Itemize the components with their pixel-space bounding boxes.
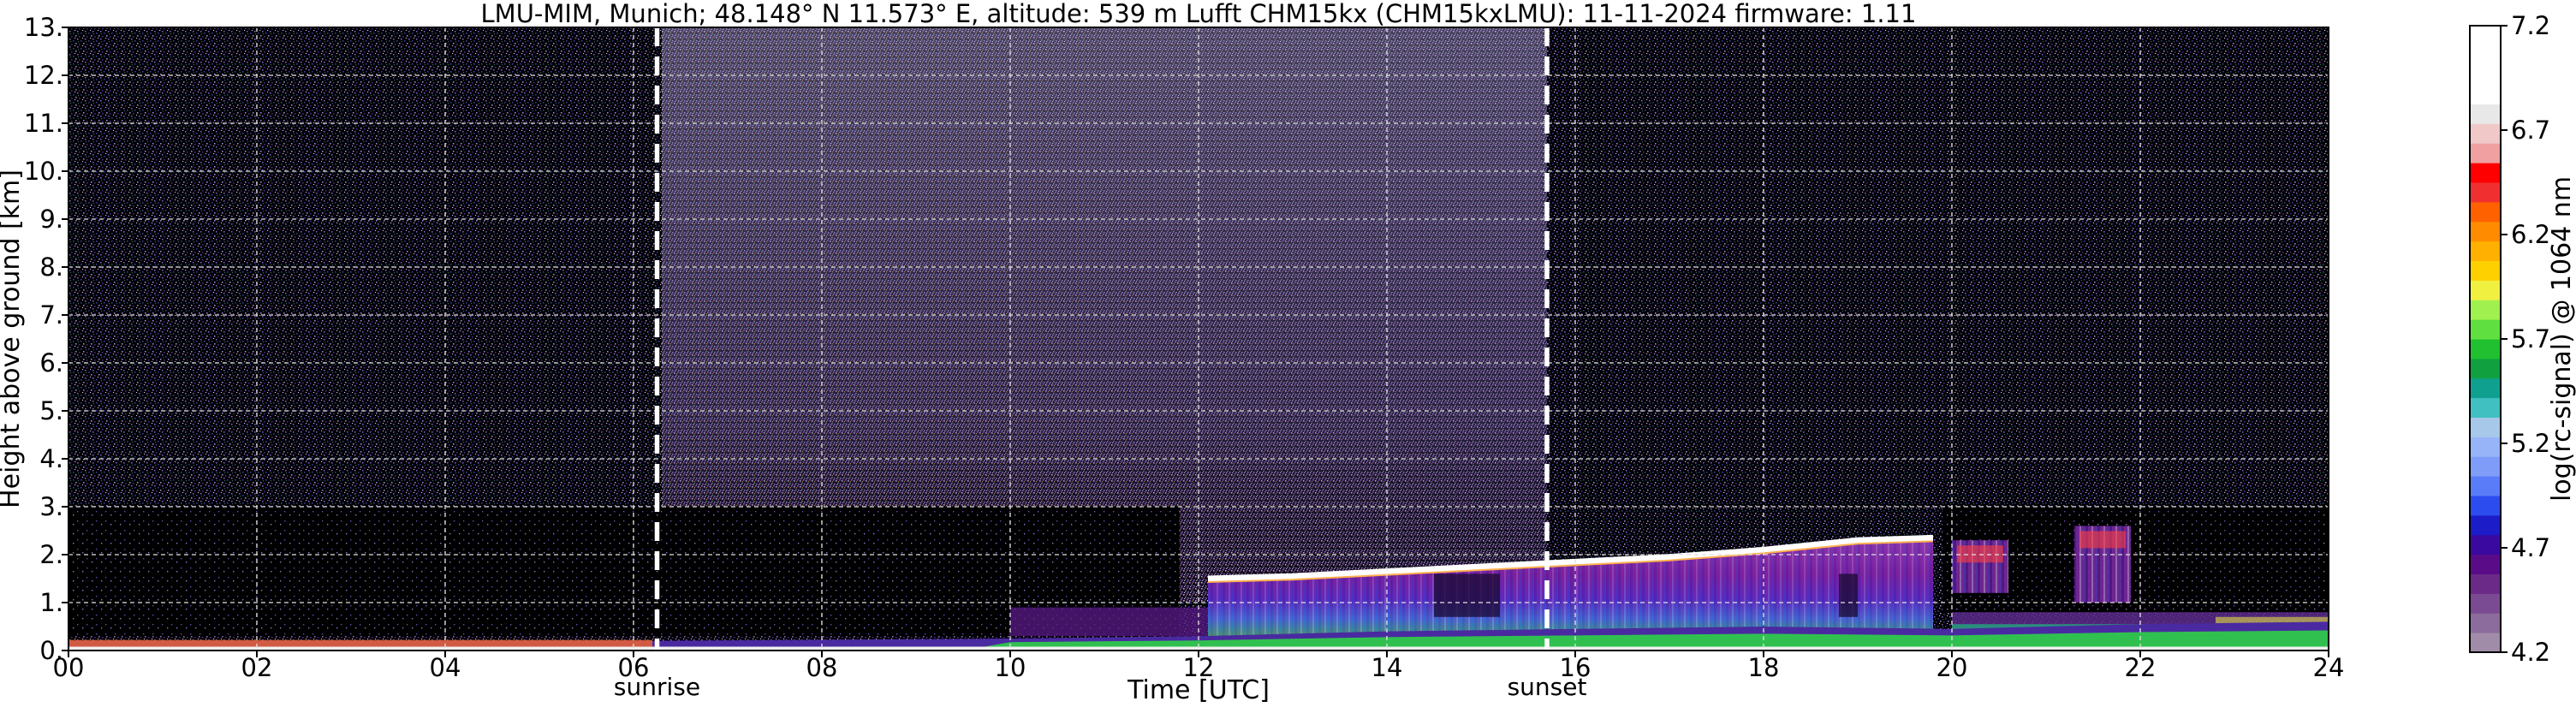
region-low-noise-night [68, 507, 1180, 637]
colorbar-swatch-28 [2470, 104, 2501, 124]
colorbar-swatch-8 [2470, 496, 2501, 516]
colorbar-swatch-4 [2470, 573, 2501, 594]
x-tick-label-06: 06 [618, 653, 650, 682]
x-tick-label-04: 04 [430, 653, 461, 682]
y-axis-label: Height above ground [km] [0, 169, 26, 508]
x-tick-label-00: 00 [53, 653, 85, 682]
x-tick-label-10: 10 [995, 653, 1026, 682]
sunset-label: sunset [1508, 673, 1587, 701]
cloud-base-line-edge [1207, 540, 1934, 583]
colorbar-swatch-23 [2470, 201, 2501, 223]
x-axis-label: Time [UTC] [1127, 675, 1270, 705]
x-tick-label-22: 22 [2125, 653, 2157, 682]
x-tick-label-20: 20 [1936, 653, 1968, 682]
colorbar-swatch-5 [2470, 554, 2501, 574]
y-tick-label-9: 9. [39, 205, 63, 234]
y-tick-label-1: 1. [39, 588, 63, 617]
colorbar-label: log(rc-signal) @ 1064 nm [2547, 176, 2576, 502]
x-tick-label-18: 18 [1748, 653, 1780, 682]
colorbar-tick-label-7.2: 7.2 [2511, 11, 2550, 40]
colorbar-swatch-11 [2470, 437, 2501, 457]
y-tick-label-5: 5. [39, 396, 63, 425]
colorbar-tick-label-5.2: 5.2 [2511, 429, 2550, 458]
y-tick-label-8: 8. [39, 253, 63, 282]
y-tick-label-11: 11. [24, 109, 63, 138]
chart-title: LMU-MIM, Munich; 48.148° N 11.573° E, al… [481, 0, 1917, 28]
colorbar-swatch-21 [2470, 241, 2501, 261]
colorbar-swatch-27 [2470, 123, 2501, 144]
boundary-layer-green [963, 630, 2329, 651]
isolated-cloud-2-top [2079, 531, 2126, 549]
y-tick-label-10: 10. [24, 157, 63, 186]
y-tick-label-7: 7. [39, 300, 63, 330]
colorbar-swatch-22 [2470, 221, 2501, 242]
region-sub-cloud-streaks [1208, 540, 1933, 639]
colorbar-swatch-26 [2470, 143, 2501, 163]
colorbar-swatch-29 [2470, 84, 2501, 104]
colorbar-swatch-7 [2470, 514, 2501, 536]
x-tick-label-24: 24 [2313, 653, 2345, 682]
colorbar-swatch-15 [2470, 358, 2501, 379]
colorbar-tick-label-6.7: 6.7 [2511, 116, 2550, 145]
colorbar-tick-label-6.2: 6.2 [2511, 220, 2550, 249]
colorbar-swatch-12 [2470, 417, 2501, 437]
y-tick-label-3: 3. [39, 492, 63, 521]
colorbar-swatch-1 [2470, 633, 2501, 653]
colorbar-swatch-10 [2470, 456, 2501, 477]
colorbar-tick-label-5.7: 5.7 [2511, 324, 2550, 354]
y-tick-label-13: 13. [24, 13, 63, 42]
colorbar-swatch-24 [2470, 182, 2501, 203]
colorbar-swatch-17 [2470, 319, 2501, 340]
colorbar-swatch-19 [2470, 280, 2501, 300]
x-tick-label-14: 14 [1371, 653, 1403, 682]
y-tick-label-4: 4. [39, 444, 63, 473]
x-tick-label-12: 12 [1183, 653, 1215, 682]
colorbar-swatch-16 [2470, 339, 2501, 359]
x-tick-label-16: 16 [1560, 653, 1591, 682]
colorbar-swatch-6 [2470, 534, 2501, 556]
colorbar-swatch-9 [2470, 476, 2501, 496]
colorbar-swatch-20 [2470, 260, 2501, 281]
colorbar-tick-label-4.2: 4.2 [2511, 638, 2550, 667]
colorbar-swatch-3 [2470, 593, 2501, 614]
colorbar-swatch-25 [2470, 163, 2501, 183]
colorbar-swatch-32 [2470, 26, 2501, 46]
colorbar-swatch-31 [2470, 45, 2501, 66]
y-tick-label-0: 0. [39, 636, 63, 665]
near-ground-band-night [68, 639, 652, 647]
region-aerosol-layer [1010, 607, 1217, 637]
y-tick-label-2: 2. [39, 540, 63, 569]
x-tick-label-08: 08 [806, 653, 838, 682]
x-tick-label-02: 02 [241, 653, 273, 682]
sub-cloud-gap-2 [1839, 573, 1858, 617]
sub-cloud-gap-1 [1434, 573, 1500, 617]
colorbar-tick-label-4.7: 4.7 [2511, 533, 2550, 562]
y-tick-label-12: 12. [24, 61, 63, 90]
near-ground-band [68, 646, 2329, 651]
colorbar-swatch-30 [2470, 64, 2501, 86]
y-tick-label-6: 6. [39, 348, 63, 377]
sunrise-label: sunrise [614, 673, 700, 701]
colorbar-swatch-18 [2470, 300, 2501, 320]
colorbar-swatch-2 [2470, 613, 2501, 633]
colorbar-swatch-13 [2470, 397, 2501, 418]
colorbar-swatch-14 [2470, 377, 2501, 399]
